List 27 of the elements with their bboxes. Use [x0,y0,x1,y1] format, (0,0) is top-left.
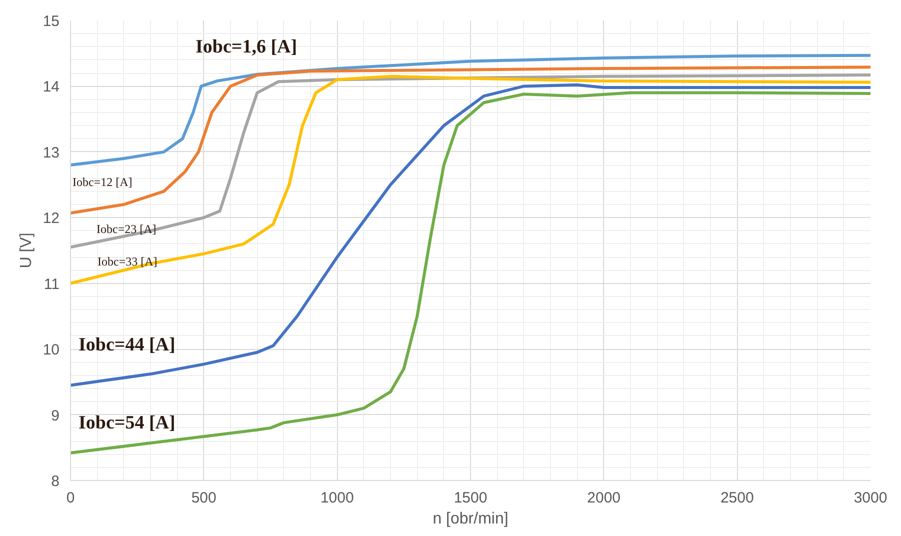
y-tick-label: 9 [51,407,60,424]
y-tick-label: 11 [44,276,60,293]
line-series [70,54,870,167]
series-label: Iobc=1,6 [A] [196,36,298,58]
y-tick-label: 14 [42,78,60,96]
x-tick-label: 1500 [454,490,488,506]
line-series [70,83,870,387]
line-series [70,74,870,285]
x-tick-label: 2000 [587,490,621,506]
x-tick-label: 0 [66,490,75,506]
y-tick-label: 13 [42,144,60,162]
series-label: Iobc=54 [A] [78,412,176,434]
y-tick-label: 10 [42,342,60,359]
line-series [70,91,870,454]
x-tick-label: 500 [191,490,216,506]
x-tick-label: 3000 [854,490,888,506]
x-tick-label: 1000 [320,490,354,506]
x-axis-title: n [obr/min] [432,510,508,528]
line-series [70,66,870,215]
y-tick-label: 12 [42,210,60,228]
series-label: Iobc=12 [A] [72,175,132,190]
series-label: Iobc=23 [A] [96,222,156,236]
y-tick-label: 15 [42,13,60,30]
y-axis-title: U [V] [18,232,35,268]
x-tick-label: 2500 [720,490,754,506]
y-tick-label: 8 [51,473,60,490]
series-label: Iobc=44 [A] [78,334,176,356]
